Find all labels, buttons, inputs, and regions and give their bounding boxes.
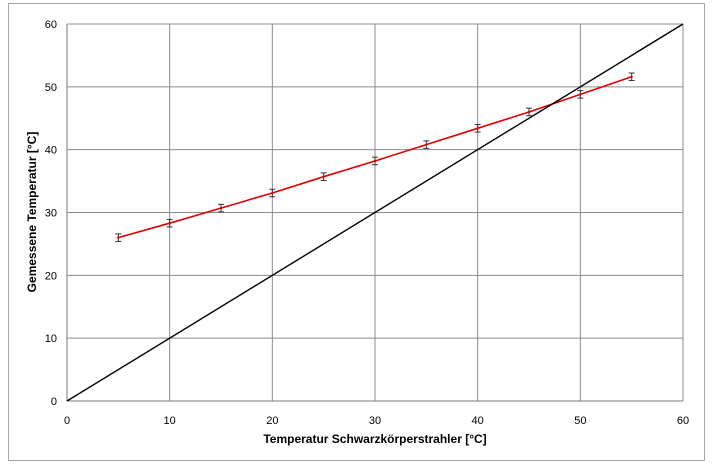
y-tick-label: 0 (51, 396, 57, 408)
x-tick-label: 40 (472, 415, 484, 427)
error-bar (320, 172, 327, 181)
error-bar (372, 156, 378, 166)
x-tick-label: 50 (574, 415, 586, 427)
error-bar (423, 140, 430, 149)
error-bar (269, 188, 276, 198)
error-bar (166, 218, 173, 228)
series-line (66, 23, 684, 402)
y-tick-label: 30 (45, 208, 57, 220)
data-point (476, 127, 479, 130)
data-point (168, 221, 171, 225)
data-point (527, 110, 531, 114)
x-tick-label: 60 (677, 415, 689, 427)
data-point (630, 75, 633, 78)
error-bar (474, 124, 481, 133)
x-tick-label: 20 (266, 415, 278, 427)
error-bar (218, 203, 224, 213)
data-point (271, 191, 274, 195)
y-axis-title: Gemessene Temperatur [°C] (25, 132, 39, 293)
error-bar (526, 107, 532, 117)
x-axis-title: Temperatur Schwarzkörperstrahler [°C] (263, 432, 486, 446)
data-point (579, 93, 582, 96)
x-tick-label: 0 (64, 415, 70, 427)
x-tick-labels: 0 10 20 30 40 50 60 (64, 415, 689, 427)
chart-frame (8, 3, 705, 461)
data-point (373, 159, 377, 163)
y-tick-label: 50 (45, 82, 57, 94)
series-layer (66, 23, 684, 402)
x-tick-label: 30 (369, 415, 381, 427)
error-bar (577, 90, 584, 99)
y-tick-label: 10 (45, 333, 57, 345)
data-point (219, 206, 223, 210)
error-bar (115, 233, 122, 242)
error-bar (628, 72, 635, 82)
data-point (117, 236, 120, 239)
data-point (322, 175, 325, 178)
x-tick-label: 10 (164, 415, 176, 427)
y-tick-labels: 0 10 20 30 40 50 60 (45, 19, 57, 408)
y-tick-label: 60 (45, 19, 57, 31)
data-point (425, 143, 428, 146)
y-tick-label: 40 (45, 145, 57, 157)
y-tick-label: 20 (45, 270, 57, 282)
